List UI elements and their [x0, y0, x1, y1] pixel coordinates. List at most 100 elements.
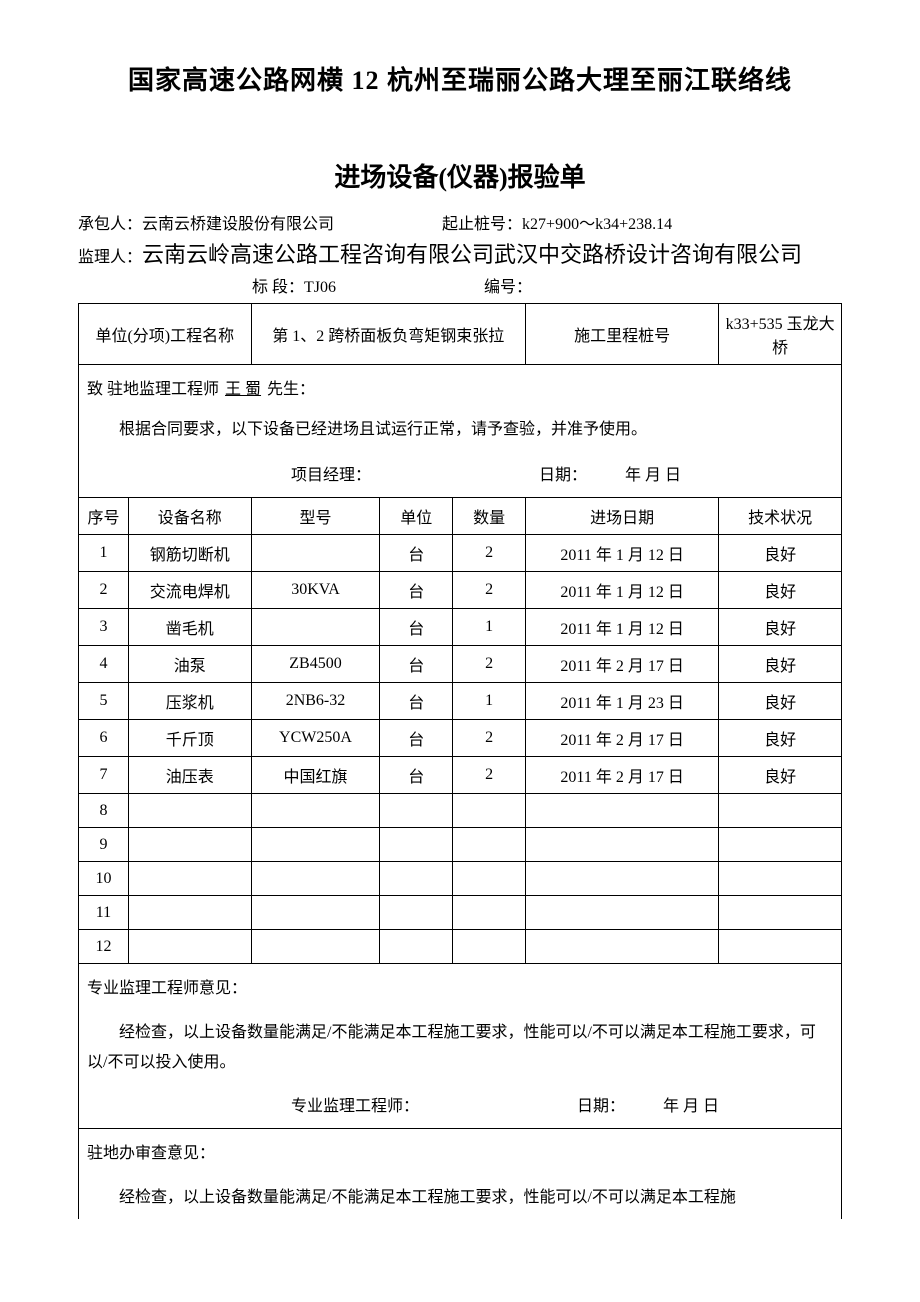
cell-status: 良好	[719, 683, 842, 720]
cell-name	[128, 794, 251, 828]
date-label-1: 日期：	[539, 467, 587, 484]
cell-date: 2011 年 1 月 12 日	[525, 535, 718, 572]
opinion2-row: 驻地办审查意见： 经检查，以上设备数量能满足/不能满足本工程施工要求，性能可以/…	[79, 1129, 842, 1220]
column-header-row: 序号 设备名称 型号 单位 数量 进场日期 技术状况	[79, 498, 842, 535]
cell-qty	[453, 896, 526, 930]
cell-seq: 3	[79, 609, 129, 646]
cell-model: 2NB6-32	[251, 683, 380, 720]
header-info-row: 单位(分项)工程名称 第 1、2 跨桥面板负弯矩钢束张拉 施工里程桩号 k33+…	[79, 304, 842, 365]
contractor-label: 承包人：	[78, 212, 142, 238]
mileage-value: k33+535 玉龙大桥	[719, 304, 842, 365]
cell-qty: 2	[453, 720, 526, 757]
note1-prefix: 致 驻地监理工程师	[87, 381, 219, 398]
cell-model: 中国红旗	[251, 757, 380, 794]
cell-model	[251, 535, 380, 572]
cell-qty	[453, 930, 526, 964]
cell-name: 交流电焊机	[128, 572, 251, 609]
col-qty: 数量	[453, 498, 526, 535]
cell-name	[128, 930, 251, 964]
cell-status	[719, 862, 842, 896]
cell-qty: 1	[453, 683, 526, 720]
form-table: 单位(分项)工程名称 第 1、2 跨桥面板负弯矩钢束张拉 施工里程桩号 k33+…	[78, 303, 842, 1219]
cell-date	[525, 896, 718, 930]
cell-date: 2011 年 1 月 12 日	[525, 609, 718, 646]
cell-unit	[380, 896, 453, 930]
table-row: 1钢筋切断机台22011 年 1 月 12 日良好	[79, 535, 842, 572]
meta-row-3: 标 段：TJ06 编号：	[78, 275, 842, 301]
col-model: 型号	[251, 498, 380, 535]
cell-unit	[380, 930, 453, 964]
cell-name	[128, 828, 251, 862]
cell-name: 压浆机	[128, 683, 251, 720]
table-row: 5压浆机2NB6-32台12011 年 1 月 23 日良好	[79, 683, 842, 720]
cell-date	[525, 930, 718, 964]
form-page: 国家高速公路网横 12 杭州至瑞丽公路大理至丽江联络线 进场设备(仪器)报验单 …	[0, 0, 920, 1302]
cell-unit: 台	[380, 609, 453, 646]
cell-unit	[380, 794, 453, 828]
pm-sign-line: 项目经理： 日期： 年 月 日	[87, 461, 833, 491]
cell-model: ZB4500	[251, 646, 380, 683]
table-row: 12	[79, 930, 842, 964]
stake-value: k27+900～k34+238.14	[522, 216, 672, 233]
cell-qty: 2	[453, 535, 526, 572]
opinion1-sig-label: 专业监理工程师：	[291, 1098, 419, 1115]
cell-date: 2011 年 1 月 23 日	[525, 683, 718, 720]
note2-line: 根据合同要求，以下设备已经进场且试运行正常，请予查验，并准予使用。	[87, 415, 833, 445]
cell-name	[128, 862, 251, 896]
opinion1-body: 经检查，以上设备数量能满足/不能满足本工程施工要求，性能可以/不可以满足本工程施…	[87, 1018, 833, 1078]
cell-unit	[380, 828, 453, 862]
cell-date	[525, 862, 718, 896]
cell-qty: 1	[453, 609, 526, 646]
cell-seq: 10	[79, 862, 129, 896]
cell-status: 良好	[719, 646, 842, 683]
cell-model: 30KVA	[251, 572, 380, 609]
cell-name: 凿毛机	[128, 609, 251, 646]
cell-date: 2011 年 1 月 12 日	[525, 572, 718, 609]
opinion1-row: 专业监理工程师意见： 经检查，以上设备数量能满足/不能满足本工程施工要求，性能可…	[79, 964, 842, 1129]
pm-label: 项目经理：	[291, 467, 371, 484]
cell-name: 油泵	[128, 646, 251, 683]
cell-qty	[453, 828, 526, 862]
table-row: 3凿毛机 台12011 年 1 月 12 日良好	[79, 609, 842, 646]
cell-model	[251, 609, 380, 646]
table-row: 11	[79, 896, 842, 930]
note-row: 致 驻地监理工程师王 蜀先生： 根据合同要求，以下设备已经进场且试运行正常，请予…	[79, 365, 842, 498]
cell-seq: 5	[79, 683, 129, 720]
table-row: 8	[79, 794, 842, 828]
unit-label: 单位(分项)工程名称	[79, 304, 252, 365]
cell-qty: 2	[453, 646, 526, 683]
cell-seq: 7	[79, 757, 129, 794]
col-date: 进场日期	[525, 498, 718, 535]
cell-qty	[453, 794, 526, 828]
cell-seq: 9	[79, 828, 129, 862]
col-seq: 序号	[79, 498, 129, 535]
cell-status	[719, 896, 842, 930]
cell-unit: 台	[380, 572, 453, 609]
meta-row-2: 监理人：云南云岭高速公路工程咨询有限公司武汉中交路桥设计咨询有限公司	[78, 238, 842, 275]
cell-date: 2011 年 2 月 17 日	[525, 757, 718, 794]
cell-unit	[380, 862, 453, 896]
cell-status: 良好	[719, 609, 842, 646]
cell-unit: 台	[380, 720, 453, 757]
cell-seq: 8	[79, 794, 129, 828]
opinion2-title: 驻地办审查意见：	[87, 1139, 833, 1169]
section-label: 标 段：	[252, 275, 304, 301]
cell-model	[251, 828, 380, 862]
cell-model	[251, 896, 380, 930]
cell-date	[525, 828, 718, 862]
cell-qty: 2	[453, 757, 526, 794]
stake-label: 起止桩号：	[442, 212, 522, 238]
cell-status	[719, 930, 842, 964]
table-row: 6千斤顶YCW250A台22011 年 2 月 17 日良好	[79, 720, 842, 757]
date-fmt-2: 年 月 日	[663, 1098, 719, 1115]
col-status: 技术状况	[719, 498, 842, 535]
cell-seq: 1	[79, 535, 129, 572]
supervisor-value: 云南云岭高速公路工程咨询有限公司武汉中交路桥设计咨询有限公司	[142, 242, 802, 267]
cell-qty: 2	[453, 572, 526, 609]
cell-date: 2011 年 2 月 17 日	[525, 720, 718, 757]
cell-model	[251, 930, 380, 964]
cell-seq: 4	[79, 646, 129, 683]
cell-name: 钢筋切断机	[128, 535, 251, 572]
cell-unit: 台	[380, 757, 453, 794]
cell-name	[128, 896, 251, 930]
